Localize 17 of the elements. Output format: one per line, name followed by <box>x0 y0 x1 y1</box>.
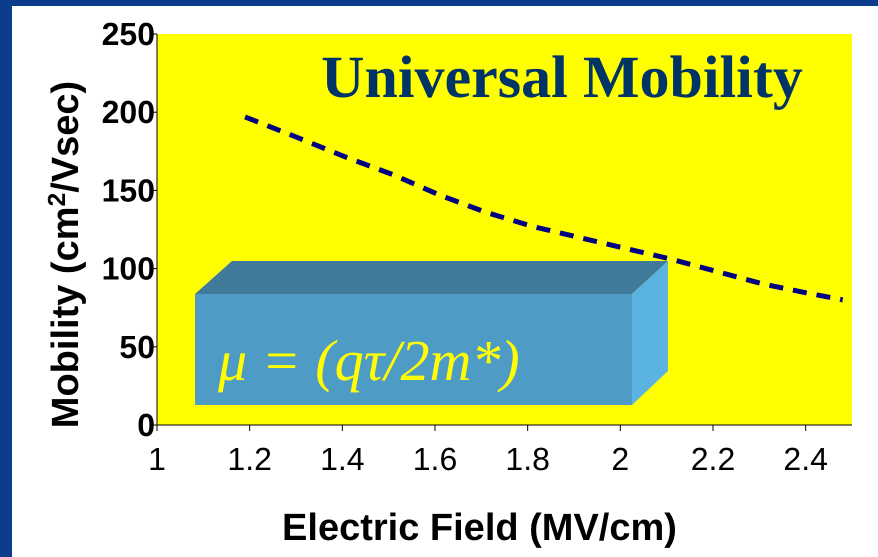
y-tick-label: 100 <box>102 250 155 287</box>
y-tick-label: 0 <box>137 407 155 443</box>
chart-title: Universal Mobility <box>321 44 803 110</box>
x-tick-label: 2.4 <box>783 441 828 477</box>
y-tick-label: 150 <box>102 172 155 208</box>
x-tick-label: 1.8 <box>505 441 550 477</box>
x-tick-label: 1 <box>148 441 166 477</box>
y-tick-label: 250 <box>102 16 155 52</box>
annotation: μ = (qτ/2m*) <box>217 328 520 393</box>
x-tick-label: 1.4 <box>320 441 365 477</box>
x-axis-title: Electric Field (MV/cm) <box>282 507 677 549</box>
x-tick-label: 2 <box>611 441 630 477</box>
x-tick-label: 1.6 <box>412 441 458 477</box>
x-tick-label: 1.2 <box>227 441 272 477</box>
y-tick-label: 50 <box>119 328 155 365</box>
x-tick-label: 2.2 <box>690 441 736 477</box>
y-tick-label: 200 <box>102 94 155 130</box>
